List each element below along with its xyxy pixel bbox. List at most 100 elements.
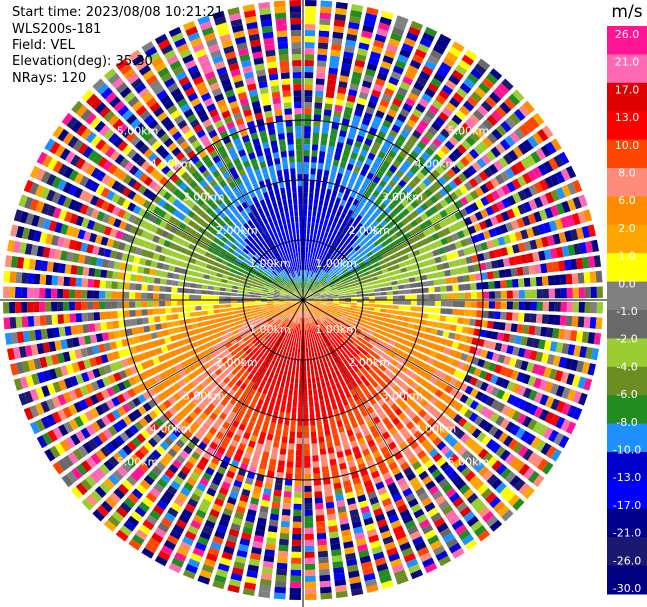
radar-gate <box>306 304 311 310</box>
radar-gate <box>324 309 331 314</box>
radar-gate <box>319 145 327 152</box>
radar-gate <box>356 222 363 230</box>
radar-gate <box>199 412 208 421</box>
radar-gate <box>376 349 384 356</box>
radar-gate <box>130 453 141 465</box>
radar-gate <box>369 326 376 332</box>
radar-gate <box>309 359 313 366</box>
radar-gate <box>337 262 343 268</box>
radar-gate <box>166 321 174 328</box>
radar-gate <box>351 261 359 267</box>
radar-gate <box>320 302 327 304</box>
radar-gate <box>363 414 372 423</box>
radar-gate <box>196 374 205 383</box>
radar-gate <box>363 221 371 229</box>
radar-gate <box>444 140 455 151</box>
radar-gate <box>143 475 155 486</box>
radar-gate <box>252 541 263 549</box>
radar-gate <box>320 303 327 306</box>
radar-gate <box>322 206 328 213</box>
radar-gate <box>439 161 450 171</box>
radar-gate <box>180 465 191 476</box>
radar-gate <box>337 135 346 144</box>
radar-gate <box>283 497 292 504</box>
radar-gate <box>352 520 362 529</box>
radar-gate <box>385 155 394 164</box>
radar-gate <box>561 200 571 213</box>
radar-gate <box>339 462 347 470</box>
radar-gate <box>384 49 396 59</box>
radar-gate <box>229 322 236 328</box>
radar-gate <box>335 382 342 390</box>
radar-gate <box>388 552 401 562</box>
radar-gate <box>313 479 322 486</box>
radar-gate <box>331 190 338 198</box>
radar-gate <box>265 395 271 403</box>
radar-gate <box>184 503 196 514</box>
radar-gate <box>300 305 302 312</box>
radar-gate <box>127 515 140 527</box>
radar-gate <box>217 466 227 475</box>
radar-gate <box>257 437 265 445</box>
radar-gate <box>386 295 393 300</box>
radar-gate <box>375 224 383 232</box>
radar-gate <box>291 309 296 314</box>
radar-gate <box>411 330 419 337</box>
radar-gate <box>518 104 531 118</box>
radar-gate <box>267 350 273 357</box>
radar-gate <box>227 380 235 389</box>
radar-gate <box>419 37 432 48</box>
radar-gate <box>558 435 570 449</box>
radar-gate <box>210 541 222 551</box>
radar-gate <box>290 315 294 321</box>
radar-gate <box>313 394 319 402</box>
radar-gate <box>210 271 218 277</box>
radar-gate <box>288 333 292 340</box>
radar-gate <box>307 303 313 307</box>
radar-gate <box>147 292 154 299</box>
radar-gate <box>289 346 293 353</box>
radar-gate <box>392 310 399 315</box>
radar-gate <box>364 247 371 254</box>
radar-gate <box>335 369 341 377</box>
radar-gate <box>196 482 207 492</box>
radar-gate <box>484 218 493 228</box>
radar-gate <box>423 333 431 340</box>
radar-gate <box>311 240 316 248</box>
radar-gate <box>233 353 241 360</box>
radar-gate <box>567 244 576 256</box>
radar-gate <box>336 313 343 317</box>
radar-gate <box>231 485 241 494</box>
radar-gate <box>370 272 377 278</box>
radar-gate <box>295 467 302 474</box>
radar-gate <box>489 91 501 104</box>
radar-gate <box>180 419 190 429</box>
radar-gate <box>510 267 518 277</box>
radar-gate <box>409 257 417 264</box>
radar-gate <box>318 317 323 324</box>
radar-gate <box>418 119 429 130</box>
radar-gate <box>298 311 301 318</box>
radar-gate <box>233 561 245 570</box>
radar-gate <box>352 198 360 207</box>
radar-gate <box>358 549 370 558</box>
radar-gate <box>333 216 339 223</box>
radar-gate <box>314 304 320 308</box>
radar-gate <box>420 454 431 465</box>
radar-gate <box>281 350 286 357</box>
radar-gate <box>425 209 434 218</box>
radar-gate <box>303 288 305 294</box>
radar-gate <box>303 419 309 426</box>
radar-gate <box>308 389 313 396</box>
radar-gate <box>328 201 334 209</box>
radar-gate <box>406 204 415 213</box>
radar-gate <box>204 269 212 275</box>
radar-gate <box>331 208 337 216</box>
radar-gate <box>444 433 454 444</box>
radar-gate <box>398 412 407 421</box>
radar-gate <box>305 311 307 318</box>
radar-gate <box>340 317 347 322</box>
radar-gate <box>297 311 300 318</box>
radar-gate <box>543 366 552 378</box>
radar-gate <box>296 311 300 318</box>
